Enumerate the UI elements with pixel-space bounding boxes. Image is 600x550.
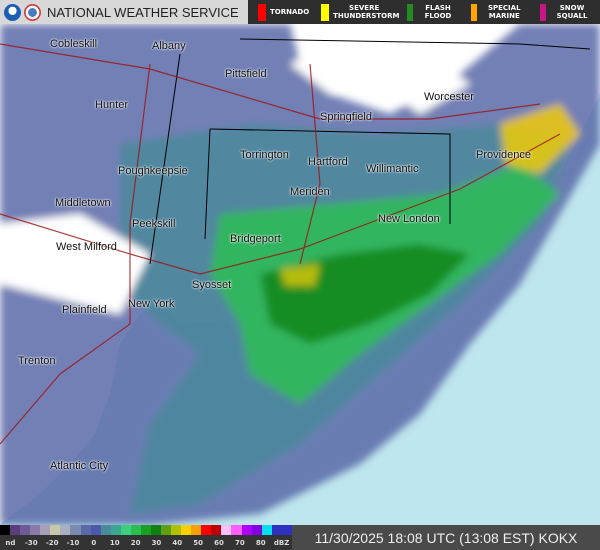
color-bar <box>0 525 292 535</box>
city-label: Peekskill <box>132 218 176 230</box>
radar-map[interactable] <box>0 24 600 525</box>
color-bar-segment <box>231 525 242 535</box>
color-bar-segment <box>140 525 151 535</box>
color-bar-segment <box>281 525 292 535</box>
city-label: Syosset <box>192 279 232 291</box>
legend-tick: 80 <box>255 538 266 547</box>
color-bar-segment <box>90 525 101 535</box>
color-bar-segment <box>181 525 192 535</box>
city-label: New London <box>378 213 440 225</box>
warning-swatch <box>407 3 414 21</box>
legend-tick: 60 <box>214 538 224 547</box>
header: NATIONAL WEATHER SERVICE TORNADO SEVERE T… <box>0 0 600 24</box>
color-bar-segment <box>161 525 172 535</box>
color-bar-segment <box>30 525 41 535</box>
city-label: Willimantic <box>366 163 419 175</box>
brand: NATIONAL WEATHER SERVICE <box>0 0 248 24</box>
timestamp: 11/30/2025 18:08 UTC (13:08 EST) KOKX <box>292 525 600 550</box>
legend-tick: 0 <box>91 538 97 547</box>
page-title: NATIONAL WEATHER SERVICE <box>47 4 239 20</box>
city-label: Providence <box>476 149 532 161</box>
city-label: Springfield <box>320 111 372 123</box>
reflectivity-legend: nd -30 -20 -10 0 10 20 30 40 50 60 70 80 dBZ <box>0 525 292 550</box>
color-bar-segment <box>201 525 212 535</box>
color-bar-segment <box>211 525 222 535</box>
color-bar-segment <box>70 525 81 535</box>
city-label: New York <box>128 298 175 310</box>
warning-swatch <box>321 3 330 21</box>
city-label: Meriden <box>290 186 330 198</box>
legend-tick: -20 <box>45 538 59 547</box>
color-bar-segment <box>120 525 131 535</box>
warning-snow-squall: SNOW SQUALL <box>540 3 594 21</box>
legend-tick: nd <box>5 538 16 547</box>
warning-special-marine: SPECIAL MARINE <box>470 3 528 21</box>
city-label: Cobleskill <box>50 38 98 50</box>
city-label: Plainfield <box>62 304 107 316</box>
city-label: Bridgeport <box>230 233 281 245</box>
warning-label: SEVERE THUNDERSTORM <box>333 4 400 20</box>
city-label: Trenton <box>18 355 56 367</box>
color-bar-segment <box>241 525 252 535</box>
footer: nd -30 -20 -10 0 10 20 30 40 50 60 70 80 dBZ 11/30/20… <box>0 525 600 550</box>
noaa-logo-icon <box>4 3 21 21</box>
color-bar-segment <box>50 525 61 535</box>
color-bar-segment <box>10 525 21 535</box>
city-label: Hartford <box>308 156 348 168</box>
warning-legend: TORNADO SEVERE THUNDERSTORM FLASH FLOOD SPE… <box>248 0 600 24</box>
color-bar-segment <box>130 525 141 535</box>
city-label: Poughkeepsie <box>118 165 188 177</box>
color-bar-segment <box>261 525 272 535</box>
legend-tick: 50 <box>193 538 204 547</box>
legend-ticks: nd -30 -20 -10 0 10 20 30 40 50 60 70 80 dBZ <box>0 535 292 550</box>
city-label: Torrington <box>240 149 289 161</box>
warning-label: TORNADO <box>270 8 310 16</box>
warning-label: SPECIAL MARINE <box>487 4 521 20</box>
warning-label: FLASH FLOOD <box>424 4 452 20</box>
color-bar-segment <box>150 525 161 535</box>
legend-tick: dBZ <box>273 538 290 547</box>
legend-tick: 20 <box>130 538 141 547</box>
city-label: Atlantic City <box>50 460 109 472</box>
warning-label: SNOW SQUALL <box>556 4 588 20</box>
nws-logo-icon <box>24 3 41 21</box>
color-bar-segment <box>191 525 202 535</box>
color-bar-segment <box>110 525 121 535</box>
color-bar-segment <box>0 525 11 535</box>
warning-swatch <box>258 3 266 21</box>
city-label: Albany <box>152 40 186 52</box>
legend-tick: -10 <box>66 538 80 547</box>
color-bar-segment <box>40 525 51 535</box>
city-label: West Milford <box>56 241 117 253</box>
city-label: Pittsfield <box>225 68 267 80</box>
legend-tick: 30 <box>151 538 162 547</box>
color-bar-segment <box>251 525 262 535</box>
color-bar-segment <box>271 525 282 535</box>
city-label: Worcester <box>424 91 474 103</box>
warning-swatch <box>540 3 547 21</box>
color-bar-segment <box>80 525 91 535</box>
color-bar-segment <box>60 525 71 535</box>
color-bar-segment <box>100 525 111 535</box>
state-borders <box>149 38 591 265</box>
highways <box>0 43 561 445</box>
legend-tick: 40 <box>172 538 183 547</box>
city-label: Middletown <box>55 197 111 209</box>
color-bar-segment <box>171 525 182 535</box>
legend-tick: 70 <box>235 538 245 547</box>
warning-flash-flood: FLASH FLOOD <box>407 3 459 21</box>
legend-tick: -30 <box>24 538 38 547</box>
legend-tick: 10 <box>109 538 120 547</box>
warning-severe-thunderstorm: SEVERE THUNDERSTORM <box>321 3 400 21</box>
city-label: Hunter <box>95 99 129 111</box>
warning-swatch <box>470 3 477 21</box>
color-bar-segment <box>20 525 31 535</box>
warning-tornado: TORNADO <box>258 3 310 21</box>
color-bar-segment <box>221 525 232 535</box>
